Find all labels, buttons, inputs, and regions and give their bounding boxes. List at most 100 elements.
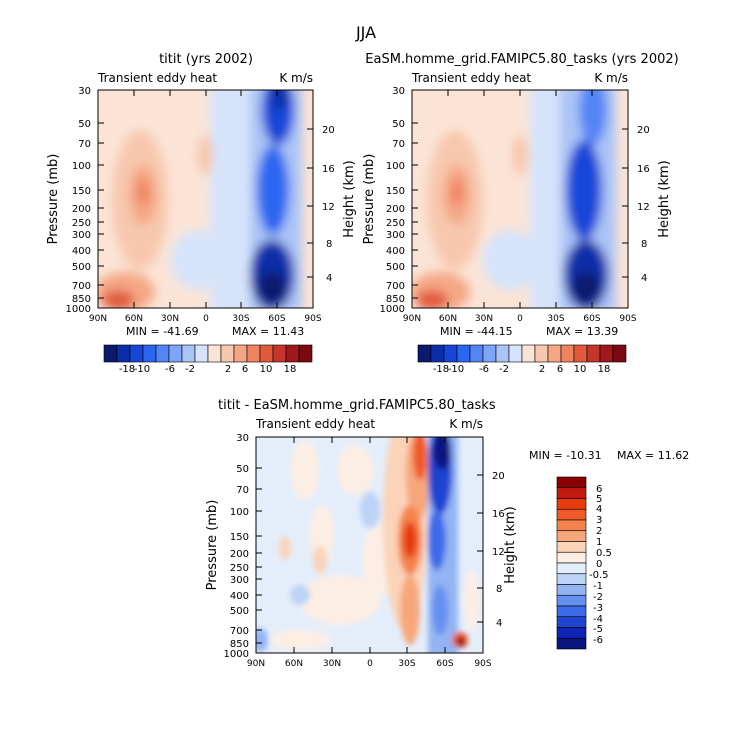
- p3-y2tick: 8: [496, 584, 502, 595]
- colorbar-3: 6 5 4 3 2 1 0.5 0 -0.5 -1 -2 -3 -4 -5 -6: [556, 476, 612, 650]
- panel-2-y2-label: Height (km): [657, 160, 672, 237]
- p3-neg-patch: [360, 492, 380, 528]
- colorbar-swatch: [556, 541, 587, 553]
- cb3-label: -1: [593, 581, 603, 592]
- p2-ytick: 100: [386, 161, 405, 172]
- cb1-label: -18: [119, 364, 135, 375]
- p1-ytick: 500: [72, 262, 91, 273]
- colorbar-swatch: [508, 344, 523, 363]
- panel-2-weak-negative-low: [482, 230, 538, 290]
- panel-2: EaSM.homme_grid.FAMIPC5.80_tasks (yrs 20…: [362, 52, 679, 338]
- colorbar-swatch: [534, 344, 549, 363]
- panel-3-y2tick-labels: 20 16 12 8 4: [492, 471, 505, 629]
- panel-2-xtick-marks: [447, 90, 593, 308]
- panel-3-y2tick-marks: [477, 474, 483, 623]
- panel-1-right-string: K m/s: [279, 71, 313, 85]
- colorbar-swatch: [556, 530, 587, 542]
- colorbar-swatch: [246, 344, 261, 363]
- panel-2-min-label: MIN = -44.15: [440, 325, 513, 338]
- panel-3-xtick-labels: 90N 60N 30N 0 30S 60S 90S: [247, 659, 492, 669]
- p2-ytick: 1000: [380, 304, 405, 315]
- colorbar-1: -18 -10 -6 -2 2 6 10 18: [103, 344, 313, 375]
- cb2-label: 10: [574, 364, 587, 375]
- colorbar-2-labels: -18 -10 -6 -2 2 6 10 18: [433, 364, 611, 375]
- panel-1-y2-label: Height (km): [342, 160, 357, 237]
- panel-2-pos-anomaly-max: [451, 178, 463, 206]
- colorbar-swatch: [556, 573, 587, 585]
- colorbar-swatch: [556, 627, 587, 639]
- panel-1-left-string: Transient eddy heat: [97, 71, 217, 85]
- panel-3-xtick-marks: [293, 437, 446, 653]
- colorbar-swatch: [556, 476, 587, 489]
- panel-1-y2tick-marks: [307, 128, 313, 278]
- p3-ytick: 30: [236, 433, 249, 444]
- p3-ytick: 70: [236, 485, 249, 496]
- p3-neg-band-top: [433, 437, 451, 470]
- colorbar-swatch: [573, 344, 588, 363]
- colorbar-swatch: [220, 344, 235, 363]
- p2-ytick: 850: [386, 294, 405, 305]
- colorbar-3-labels: 6 5 4 3 2 1 0.5 0 -0.5 -1 -2 -3 -4 -5 -6: [589, 484, 612, 646]
- p3-right-light: [464, 570, 480, 630]
- panel-1-y2tick-labels: 20 16 12 8 4: [322, 125, 335, 284]
- panel-2-xtick-labels: 90N 60N 30N 0 30S 60S 90S: [403, 314, 637, 324]
- cb3-label: 3: [596, 515, 602, 526]
- cb2-label: -6: [479, 364, 489, 375]
- colorbar-swatch: [285, 344, 300, 363]
- p1-ytick: 300: [72, 230, 91, 241]
- colorbar-swatch: [456, 344, 471, 363]
- panel-1-min-label: MIN = -41.69: [126, 325, 199, 338]
- panel-3: titit - EaSM.homme_grid.FAMIPC5.80_tasks…: [205, 398, 689, 669]
- p2-y2tick: 16: [637, 164, 650, 175]
- panel-2-title: EaSM.homme_grid.FAMIPC5.80_tasks (yrs 20…: [365, 52, 678, 67]
- p3-ytick: 200: [230, 549, 249, 560]
- cb3-label: -2: [593, 592, 603, 603]
- panel-2-jet-upper: [579, 90, 607, 145]
- cb2-label: -10: [448, 364, 464, 375]
- panel-1-ytick-marks: [98, 89, 104, 299]
- colorbar-swatch: [586, 344, 601, 363]
- p1-ytick: 200: [72, 204, 91, 215]
- colorbar-swatch: [599, 344, 614, 363]
- cb3-label: -6: [593, 635, 603, 646]
- panel-2-jet-low-core: [572, 272, 600, 304]
- panel-1-title: titit (yrs 2002): [159, 52, 253, 67]
- cb3-label: 1: [596, 537, 602, 548]
- panel-1-weak-negative-low: [170, 230, 230, 290]
- colorbar-swatch: [521, 344, 536, 363]
- colorbar-swatch: [495, 344, 510, 363]
- cb3-label: -4: [593, 614, 603, 625]
- panel-3-min-label: MIN = -10.31: [529, 449, 602, 462]
- p2-xtick: 90N: [403, 314, 421, 324]
- p3-pos-patch: [279, 536, 291, 560]
- colorbar-swatch: [155, 344, 170, 363]
- colorbar-swatch: [556, 637, 587, 650]
- p3-pos-band-upper-core: [413, 437, 427, 480]
- p2-y2tick: 20: [637, 125, 650, 136]
- p3-y2tick: 12: [492, 547, 505, 558]
- p3-pos-patch: [337, 445, 373, 495]
- cb1-label: -6: [165, 364, 175, 375]
- cb2-label: 2: [539, 364, 545, 375]
- p3-ytick: 150: [230, 532, 249, 543]
- p2-xtick: 60N: [439, 314, 457, 324]
- p1-xtick: 90N: [89, 314, 107, 324]
- p3-ytick: 50: [236, 464, 249, 475]
- panel-2-left-string: Transient eddy heat: [411, 71, 531, 85]
- p1-xtick: 90S: [304, 314, 321, 324]
- panel-3-ytick-labels: 30 50 70 100 150 200 250 300 400 500 700…: [224, 433, 249, 660]
- p1-ytick: 30: [78, 86, 91, 97]
- cb3-label: 0.5: [596, 548, 612, 559]
- p1-ytick: 70: [78, 139, 91, 150]
- colorbar-swatch: [233, 344, 248, 363]
- p2-ytick: 70: [392, 139, 405, 150]
- panel-1-y-label: Pressure (mb): [46, 154, 61, 245]
- p3-surface-pos-core: [457, 637, 465, 647]
- panel-3-max-label: MAX = 11.62: [617, 449, 689, 462]
- p3-neg-band-low: [432, 585, 448, 635]
- cb1-label: 6: [242, 364, 248, 375]
- colorbar-swatch: [469, 344, 484, 363]
- cb3-label: 2: [596, 526, 602, 537]
- cb1-label: 10: [260, 364, 273, 375]
- p2-xtick: 30N: [475, 314, 493, 324]
